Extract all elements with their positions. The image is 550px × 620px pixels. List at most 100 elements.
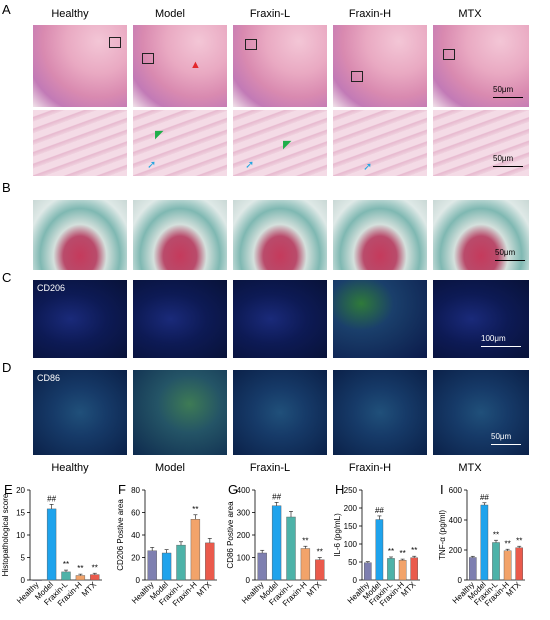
y-tick-label-f: 0 (136, 576, 141, 585)
bar-f (176, 544, 186, 581)
he-high-mag-model: ◤ ➚ (133, 110, 227, 176)
bar-i (480, 504, 489, 581)
y-tick-label-g: 300 (237, 509, 251, 518)
scalebar-c: 100μm (481, 334, 521, 347)
panel-letter-g: G (228, 482, 238, 497)
x-tick-label-h: MTX (399, 580, 418, 599)
scalebar-d: 50μm (491, 432, 521, 445)
bottom-label-mtx: MTX (458, 462, 482, 474)
y-tick-label-e: 20 (16, 486, 25, 495)
panel-letter-i: I (440, 482, 444, 497)
y-tick-label-f: 80 (131, 486, 140, 495)
significance-label-g: ** (317, 548, 323, 557)
y-tick-label-e: 15 (16, 509, 25, 518)
he-low-mag-fraxin-l (233, 25, 327, 107)
bar-g (271, 505, 282, 581)
significance-label-g: ** (302, 536, 308, 545)
bar-i (515, 547, 523, 581)
safranin-mtx: 50μm (433, 200, 529, 270)
safranin-fraxin-l (233, 200, 327, 270)
bar-e (61, 571, 71, 581)
y-axis-label-i: TNF-α (pg/ml) (438, 510, 447, 560)
scalebar-a-top: 50μm (493, 85, 523, 98)
he-high-mag-mtx: 50μm (433, 110, 529, 176)
y-tick-label-e: 10 (16, 531, 25, 540)
cd86-model (133, 370, 227, 455)
bar-f (190, 519, 201, 581)
panel-letter-e: E (4, 482, 13, 497)
y-tick-label-i: 400 (449, 516, 463, 525)
y-tick-label-e: 5 (21, 554, 26, 563)
y-tick-label-h: 150 (344, 522, 358, 531)
column-label-mtx: MTX (458, 8, 482, 20)
significance-label-e: ** (63, 560, 69, 569)
cd206-fraxin-l (233, 280, 327, 358)
significance-label-h: ** (411, 546, 417, 555)
y-tick-label-h: 0 (353, 576, 358, 585)
he-low-mag-mtx: 50μm (433, 25, 529, 107)
bar-e (46, 508, 57, 581)
bar-f (161, 552, 172, 581)
scalebar-b: 50μm (495, 248, 525, 261)
bar-h (375, 519, 384, 581)
bar-i (492, 542, 500, 581)
bar-e (75, 575, 86, 581)
panel-letter-b: B (2, 180, 11, 195)
cd86-mtx: 50μm (433, 370, 529, 455)
significance-label-i: ** (493, 530, 499, 539)
panel-letter-a: A (2, 2, 11, 17)
y-tick-label-i: 600 (449, 486, 463, 495)
bar-g (257, 552, 267, 581)
x-tick-label-i: MTX (504, 580, 523, 599)
y-tick-label-i: 0 (458, 576, 463, 585)
safranin-fraxin-h (333, 200, 427, 270)
bar-f (147, 550, 157, 581)
y-tick-label-h: 200 (344, 504, 358, 513)
y-tick-label-e: 0 (21, 576, 26, 585)
bar-h (398, 559, 407, 581)
y-tick-label-i: 200 (449, 546, 463, 555)
significance-label-e: ## (47, 494, 56, 503)
bottom-label-healthy: Healthy (51, 462, 89, 474)
panel-letter-f: F (118, 482, 126, 497)
y-tick-label-f: 60 (131, 509, 140, 518)
he-low-mag-healthy (33, 25, 127, 107)
y-tick-label-f: 20 (131, 554, 140, 563)
significance-label-i: ** (516, 536, 522, 545)
column-label-model: Model (155, 8, 185, 20)
significance-label-h: ## (375, 506, 384, 515)
bottom-label-model: Model (155, 462, 185, 474)
safranin-model (133, 200, 227, 270)
significance-label-h: ** (388, 547, 394, 556)
x-tick-label-g: MTX (305, 580, 324, 599)
significance-label-e: ** (92, 563, 98, 572)
scalebar-a-bottom: 50μm (493, 154, 523, 167)
x-tick-label-f: MTX (195, 580, 214, 599)
column-label-healthy: Healthy (51, 8, 89, 20)
he-high-mag-fraxin-h: ➚ (333, 110, 427, 176)
y-tick-label-g: 100 (237, 554, 251, 563)
cd86-fraxin-h (333, 370, 427, 455)
bar-h (364, 562, 372, 581)
he-high-mag-fraxin-l: ◤ ➚ (233, 110, 327, 176)
y-tick-label-h: 50 (348, 558, 357, 567)
bar-f (205, 542, 215, 581)
column-label-fraxin-h: Fraxin-H (348, 8, 392, 20)
bar-i (469, 557, 477, 581)
panel-letter-h: H (335, 482, 344, 497)
bar-h (387, 558, 395, 581)
bar-g (315, 559, 325, 581)
y-axis-label-h: IL-6 (pg/mL) (333, 513, 342, 557)
bar-h (410, 557, 418, 581)
significance-label-e: ** (77, 564, 83, 573)
significance-label-i: ## (480, 493, 489, 502)
panel-letter-d: D (2, 360, 12, 375)
significance-label-f: ** (192, 505, 198, 514)
y-axis-label-f: CD206 Postive area (116, 499, 125, 571)
column-label-fraxin-l: Fraxin-L (249, 8, 291, 20)
x-tick-label-e: MTX (80, 580, 99, 599)
y-tick-label-f: 40 (131, 531, 140, 540)
bar-g (300, 548, 311, 581)
he-low-mag-fraxin-h (333, 25, 427, 107)
panel-letter-c: C (2, 270, 12, 285)
